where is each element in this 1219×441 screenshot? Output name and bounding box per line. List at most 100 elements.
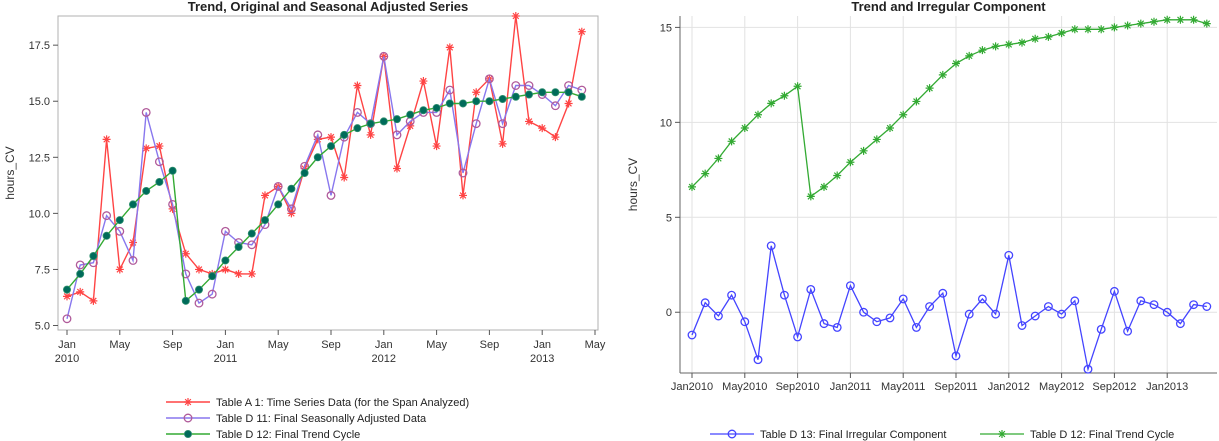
data-point xyxy=(885,313,895,323)
data-point xyxy=(550,101,560,111)
data-point xyxy=(687,330,697,340)
data-point xyxy=(551,133,560,142)
data-point xyxy=(432,103,441,112)
data-point xyxy=(115,216,124,225)
data-point xyxy=(753,355,763,365)
data-point xyxy=(181,249,190,258)
series-line xyxy=(66,91,583,303)
data-point xyxy=(62,314,72,324)
x-tick-label: Sep xyxy=(321,339,341,351)
data-point xyxy=(701,169,710,178)
x-tick-label: May xyxy=(268,339,289,351)
x-tick-label: Jan xyxy=(533,339,551,351)
data-point xyxy=(525,90,534,99)
data-point xyxy=(1031,34,1040,43)
data-point xyxy=(538,88,547,97)
data-point xyxy=(1189,300,1199,310)
data-point xyxy=(1109,286,1119,296)
x-tick-label: May2011 xyxy=(881,381,925,393)
data-point xyxy=(846,158,855,167)
y-tick-label: 12.5 xyxy=(29,152,50,164)
data-point xyxy=(538,124,547,133)
data-point xyxy=(261,191,269,200)
data-point xyxy=(511,92,520,101)
data-point xyxy=(577,27,586,36)
legend-swatch-marker xyxy=(998,430,1006,438)
data-point xyxy=(806,284,816,294)
data-point xyxy=(1070,296,1080,306)
x-tick-label: Jan2010 xyxy=(671,381,713,393)
data-point xyxy=(353,81,362,90)
y-tick-label: 0 xyxy=(666,307,672,319)
data-point xyxy=(393,164,401,173)
data-point xyxy=(780,91,789,100)
data-point xyxy=(727,290,737,300)
data-point xyxy=(76,269,85,278)
x-tick-label: Jan xyxy=(58,339,76,351)
data-point xyxy=(1057,309,1067,319)
series-1 xyxy=(688,15,1211,201)
x-tick-year: 2013 xyxy=(530,353,554,365)
data-point xyxy=(1136,19,1145,28)
data-point xyxy=(220,226,230,236)
data-point xyxy=(327,133,335,142)
legend-label: Table D 12: Final Trend Cycle xyxy=(216,429,360,441)
data-point xyxy=(484,74,494,84)
data-point xyxy=(353,124,362,133)
data-point xyxy=(326,190,336,200)
data-point xyxy=(898,294,908,304)
legend-label: Table D 13: Final Irregular Component xyxy=(760,429,946,441)
legend-item: Table D 12: Final Trend Cycle xyxy=(980,429,1174,441)
data-point xyxy=(445,85,455,95)
data-point xyxy=(1083,364,1093,374)
data-point xyxy=(938,70,947,79)
data-point xyxy=(1096,324,1106,334)
data-point xyxy=(1136,296,1146,306)
data-point xyxy=(326,142,335,151)
data-point xyxy=(458,168,468,178)
data-point xyxy=(472,88,481,97)
data-point xyxy=(925,84,934,93)
data-point xyxy=(141,107,151,117)
data-point xyxy=(445,99,454,108)
data-point xyxy=(964,309,974,319)
data-point xyxy=(274,200,283,209)
data-point xyxy=(1017,321,1027,330)
data-point xyxy=(872,135,881,144)
data-point xyxy=(221,265,230,274)
x-tick-label: Sep xyxy=(163,339,183,351)
y-tick-label: 10 xyxy=(660,117,672,129)
data-point xyxy=(300,168,309,177)
data-point xyxy=(1202,302,1212,311)
data-point xyxy=(688,182,696,191)
x-tick-label: Jan xyxy=(217,339,235,351)
data-point xyxy=(352,107,362,117)
legend-item: Table D 12: Final Trend Cycle xyxy=(166,429,360,441)
chart-right: Trend and Irregular Component 0 5 10 15 Jan20… xyxy=(626,0,1217,441)
series-2 xyxy=(63,88,586,305)
x-tick-label: Sep2012 xyxy=(1092,381,1136,393)
data-point xyxy=(779,290,789,300)
data-point xyxy=(1044,32,1053,41)
legend-label: Table A 1: Time Series Data (for the Spa… xyxy=(216,397,469,409)
data-point xyxy=(1176,15,1185,24)
data-point xyxy=(859,146,868,155)
data-point xyxy=(1070,25,1079,34)
data-point xyxy=(485,97,494,106)
data-point xyxy=(366,130,375,139)
data-point xyxy=(260,216,269,225)
data-point xyxy=(247,229,256,238)
x-tick-label: Jan2012 xyxy=(988,381,1030,393)
data-point xyxy=(524,81,534,90)
x-tick-year: 2012 xyxy=(372,353,396,365)
data-point xyxy=(366,119,375,128)
data-point xyxy=(392,115,401,124)
y-tick-label: 7.5 xyxy=(35,264,50,276)
data-point xyxy=(925,302,935,311)
data-point xyxy=(115,226,125,236)
legend-swatch-marker xyxy=(183,413,193,423)
data-point xyxy=(740,124,749,133)
data-point xyxy=(76,287,85,296)
data-point xyxy=(472,97,481,106)
data-point xyxy=(525,117,533,126)
